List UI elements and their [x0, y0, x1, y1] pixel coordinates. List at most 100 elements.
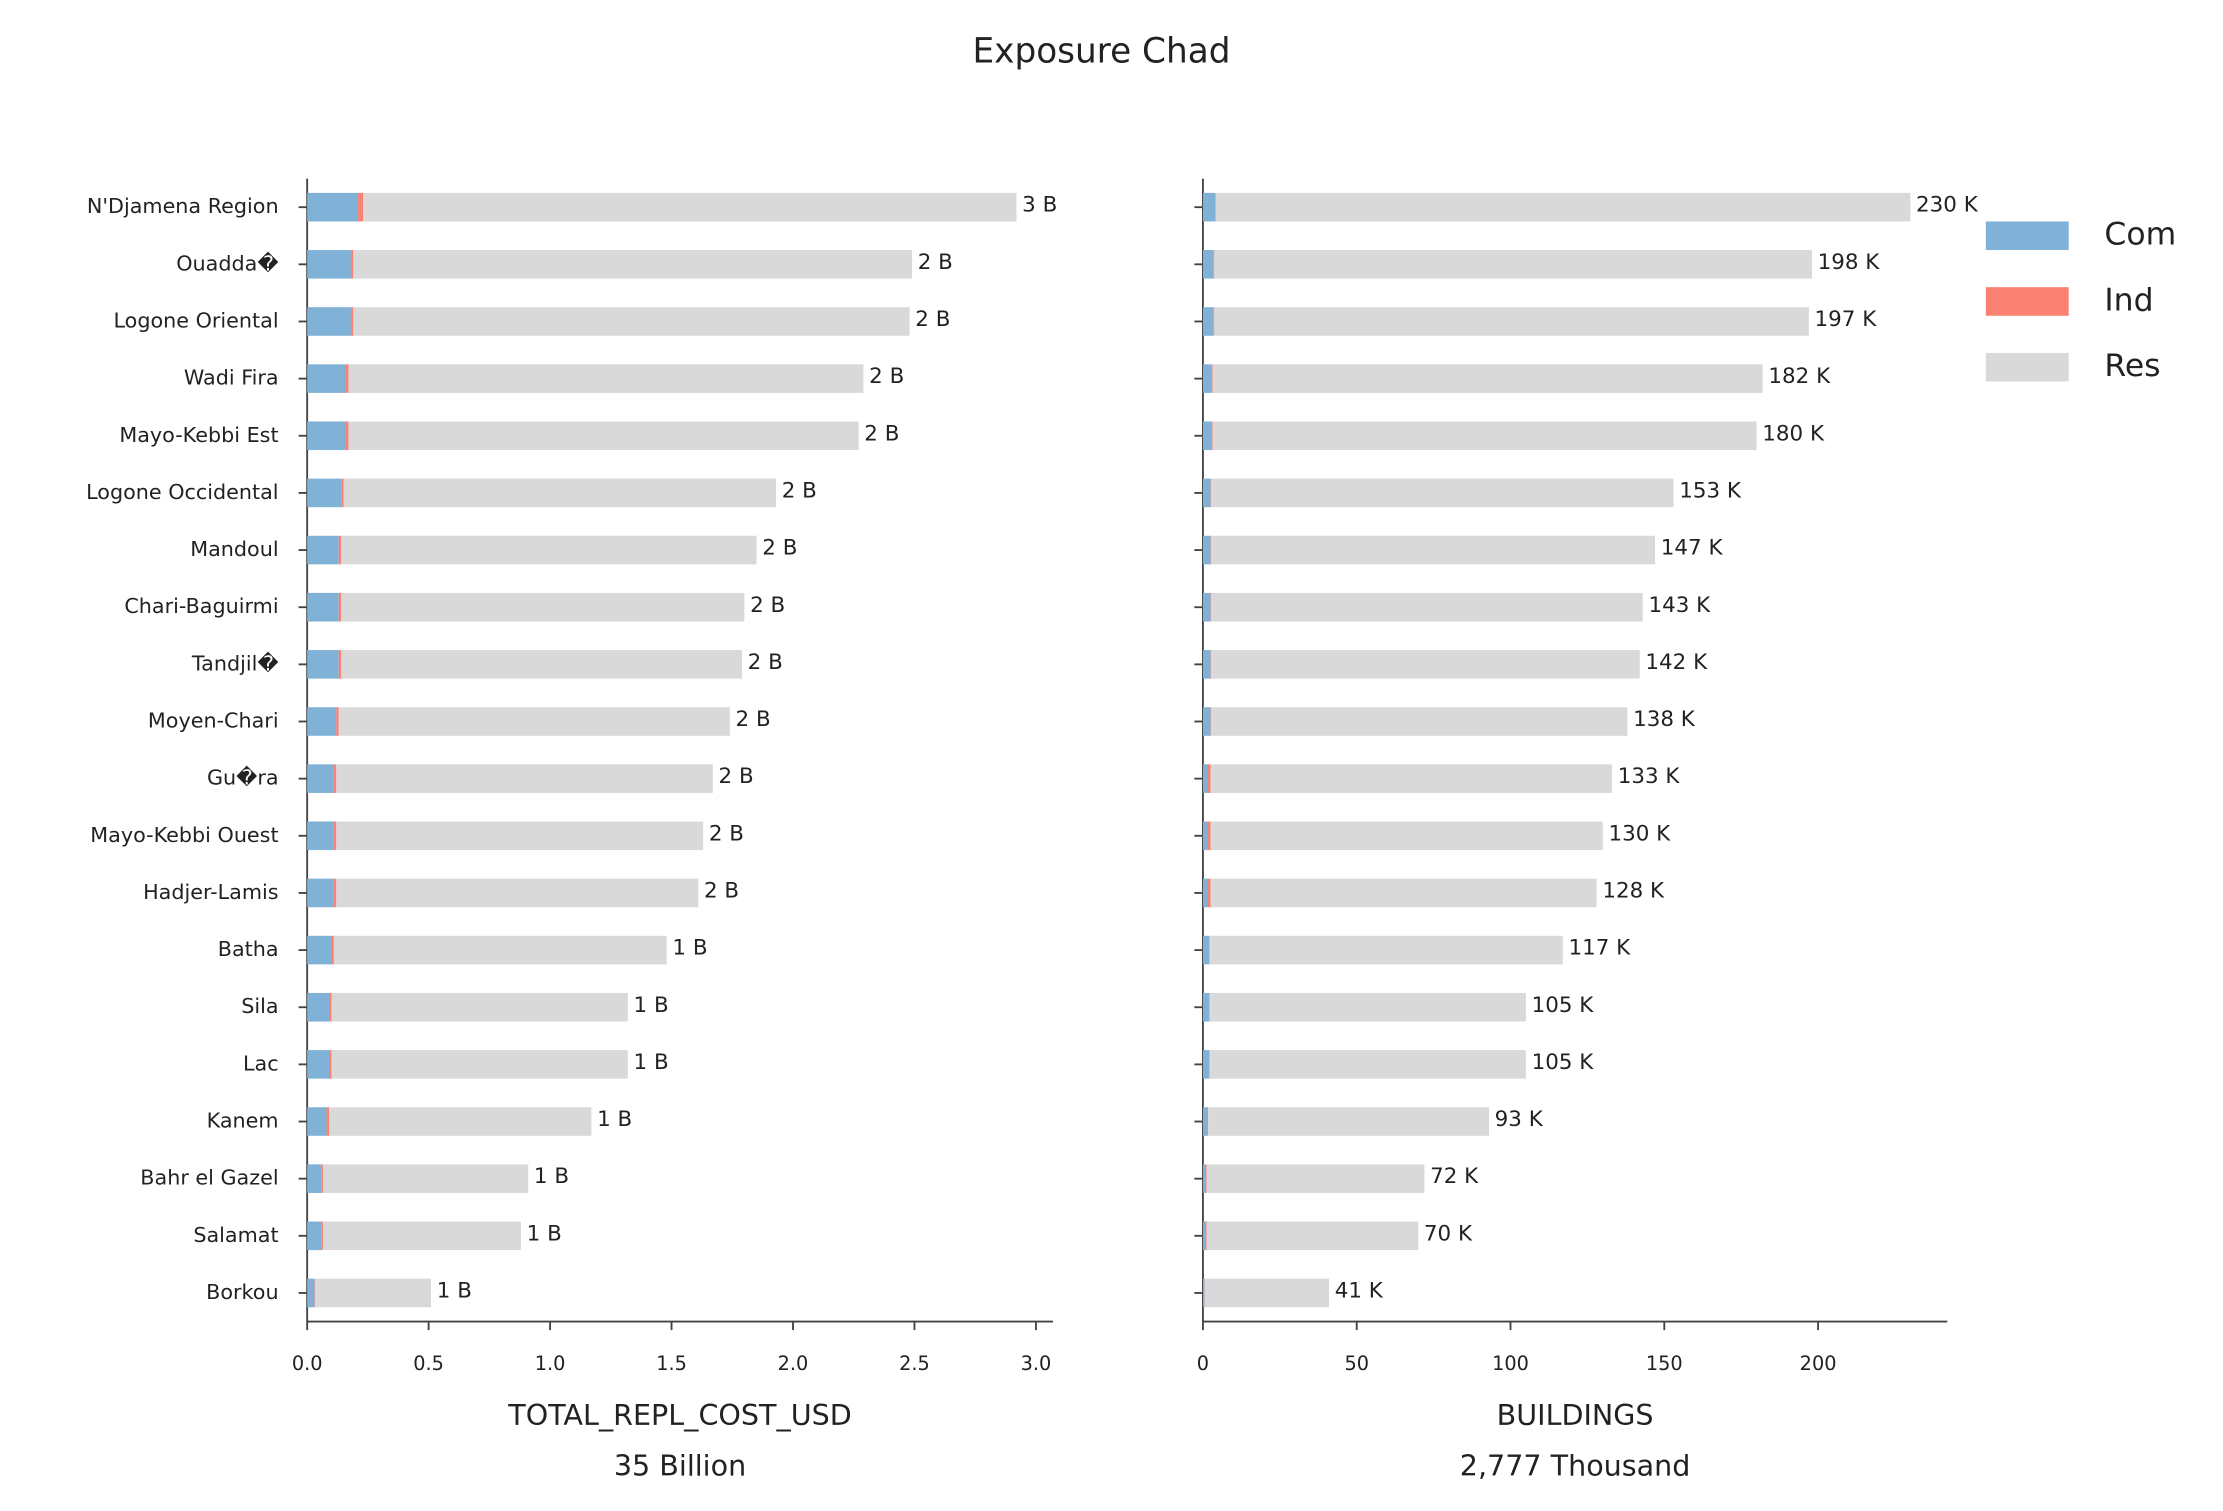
bar-segment: [1208, 1107, 1489, 1136]
x-tick-label: 0: [1197, 1352, 1209, 1375]
bar-segment: [1206, 1221, 1419, 1251]
y-tick-label: Hadjer-Lamis: [143, 880, 278, 904]
total-label: 197 K: [1815, 307, 1878, 332]
total-label: 1 B: [534, 1164, 569, 1189]
legend-label: Com: [2104, 217, 2176, 253]
y-tick-label: Chari-Baguirmi: [124, 594, 278, 618]
bar-segment: [1209, 1050, 1210, 1079]
bar-segment: [333, 764, 337, 793]
total-label: 180 K: [1762, 421, 1825, 446]
bar-segment: [336, 707, 339, 736]
bar-segment: [307, 535, 339, 565]
x-axis-summary: 35 Billion: [614, 1448, 746, 1482]
bar-segment: [341, 650, 742, 679]
bar-segment: [1210, 764, 1613, 793]
bar-segment: [1210, 650, 1212, 679]
x-tick-label: 200: [1800, 1352, 1837, 1375]
legend-swatch: [1985, 352, 2069, 382]
y-tick-label: Tandjil�: [191, 651, 279, 675]
bar-segment: [307, 1221, 322, 1251]
bar-segment: [307, 764, 334, 793]
bar-segment: [322, 1164, 529, 1193]
x-tick-label: 0.5: [413, 1352, 444, 1375]
bar-segment: [307, 1278, 315, 1308]
bar-segment: [1209, 935, 1210, 965]
bar-segment: [1212, 364, 1763, 393]
bar-segment: [1202, 764, 1208, 793]
total-label: 41 K: [1335, 1279, 1384, 1304]
bar-segment: [1210, 478, 1212, 508]
bar-segment: [329, 1107, 592, 1136]
y-tick-label: Mandoul: [190, 537, 278, 561]
y-tick-label: Mayo-Kebbi Est: [119, 423, 278, 447]
bar-segment: [1202, 707, 1211, 736]
bar-segment: [1202, 1107, 1208, 1136]
bar-segment: [336, 764, 713, 793]
total-label: 105 K: [1532, 1050, 1595, 1075]
bar-segment: [1206, 1164, 1425, 1193]
bar-segment: [336, 878, 699, 908]
x-axis-summary: 2,777 Thousand: [1460, 1448, 1691, 1482]
bar-segment: [341, 478, 344, 508]
total-label: 1 B: [634, 1050, 669, 1075]
bar-segment: [1212, 421, 1757, 451]
total-label: 133 K: [1618, 764, 1681, 789]
bar-segment: [1206, 1164, 1207, 1193]
bar-segment: [1210, 821, 1603, 851]
bar-segment: [307, 1107, 327, 1136]
bar-segment: [1202, 307, 1214, 336]
bar-segment: [307, 707, 337, 736]
y-tick-label: Gu�ra: [207, 766, 279, 790]
y-tick-label: Mayo-Kebbi Ouest: [90, 823, 278, 847]
bar-segment: [307, 250, 351, 279]
total-label: 2 B: [918, 250, 953, 275]
bar-segment: [338, 592, 342, 622]
y-tick-label: Ouadda�: [176, 251, 278, 275]
total-label: 2 B: [915, 307, 950, 332]
total-label: 3 B: [1022, 193, 1057, 218]
bar-segment: [1210, 535, 1212, 565]
bar-segment: [333, 878, 337, 908]
bar-segment: [333, 821, 337, 851]
x-tick-label: 50: [1344, 1352, 1369, 1375]
bar-segment: [307, 878, 334, 908]
bar-segment: [1211, 478, 1674, 508]
bar-segment: [1209, 1050, 1526, 1079]
bar-segment: [1210, 707, 1212, 736]
bar-segment: [1202, 1164, 1207, 1193]
x-tick-label: 3.0: [1021, 1352, 1052, 1375]
bar-segment: [1215, 192, 1911, 222]
y-tick-label: Borkou: [206, 1280, 278, 1304]
legend-swatch: [1985, 287, 2069, 316]
bar-segment: [307, 307, 351, 336]
bar-segment: [346, 364, 349, 393]
bar-segment: [326, 1107, 330, 1136]
y-tick-label: Moyen-Chari: [148, 708, 279, 732]
total-label: 153 K: [1679, 478, 1742, 503]
bar-segment: [1202, 1221, 1207, 1251]
total-label: 142 K: [1645, 650, 1708, 675]
total-label: 2 B: [762, 536, 797, 561]
total-label: 2 B: [748, 650, 783, 675]
y-tick-label: Logone Oriental: [114, 308, 279, 332]
total-label: 2 B: [736, 707, 771, 732]
bar-segment: [338, 707, 730, 736]
bar-segment: [1202, 478, 1211, 508]
bar-segment: [321, 1221, 323, 1251]
bar-segment: [1212, 364, 1213, 393]
total-label: 105 K: [1532, 993, 1595, 1018]
bar-segment: [307, 992, 330, 1022]
bar-segment: [1207, 764, 1211, 793]
bar-segment: [1207, 878, 1211, 908]
total-label: 2 B: [782, 478, 817, 503]
bar-segment: [346, 421, 349, 451]
total-label: 72 K: [1430, 1164, 1479, 1189]
total-label: 117 K: [1569, 936, 1632, 961]
bar-segment: [314, 1278, 432, 1308]
total-label: 147 K: [1661, 536, 1724, 561]
total-label: 2 B: [869, 364, 904, 389]
x-tick-label: 1.5: [656, 1352, 687, 1375]
bar-segment: [1202, 650, 1211, 679]
bar-segment: [322, 1221, 521, 1251]
